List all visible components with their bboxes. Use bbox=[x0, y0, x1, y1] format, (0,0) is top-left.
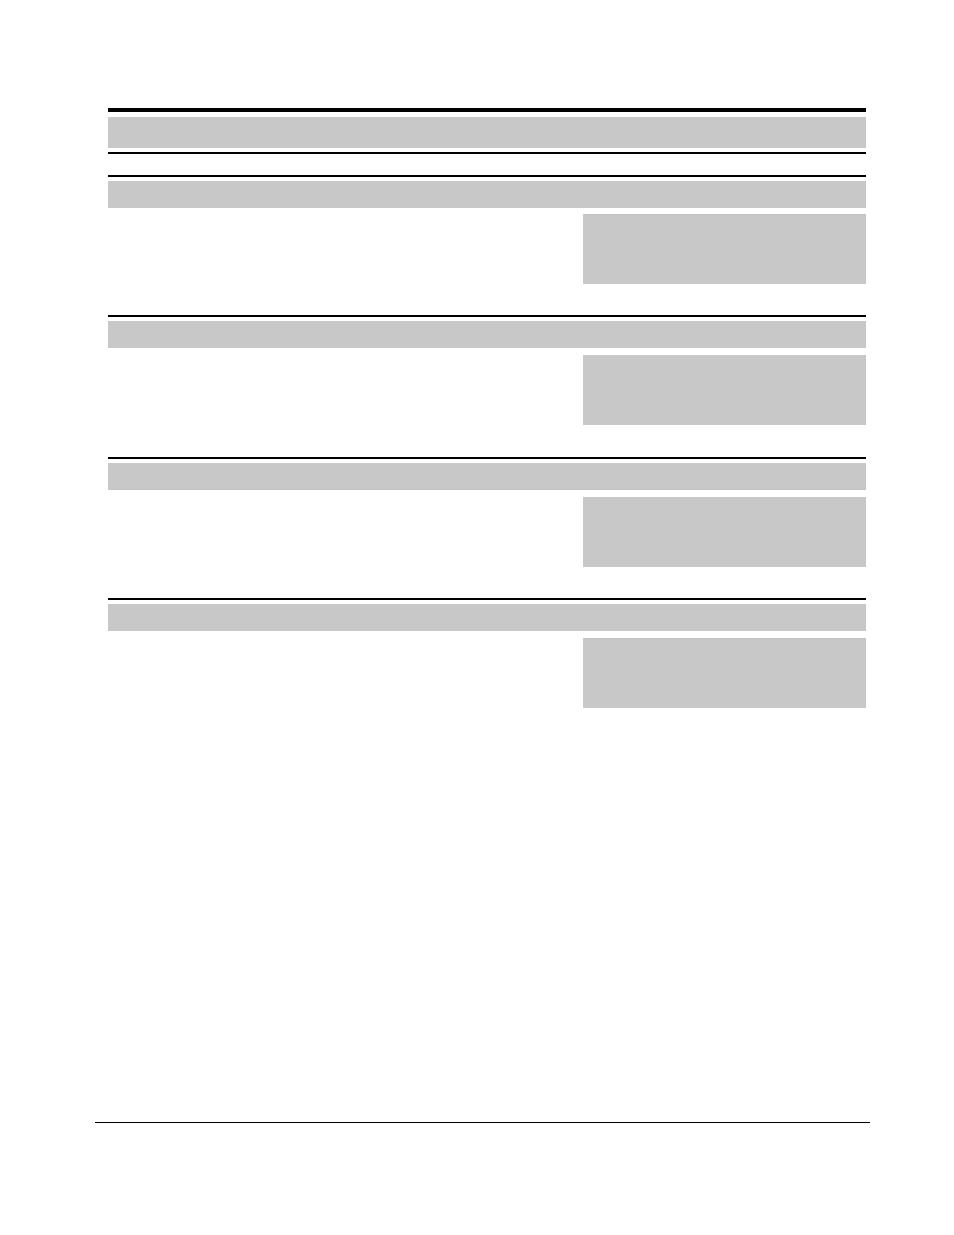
top-rule-thick bbox=[108, 108, 866, 112]
top-grey-strip bbox=[108, 117, 866, 148]
document-page bbox=[0, 0, 954, 1235]
section-side-box bbox=[583, 638, 866, 708]
section-side-box bbox=[583, 497, 866, 567]
section-side-box bbox=[583, 214, 866, 284]
section-rule bbox=[108, 175, 866, 177]
section-header-strip bbox=[108, 321, 866, 348]
top-rule-thin bbox=[108, 152, 866, 154]
section-header-strip bbox=[108, 604, 866, 631]
section-side-box bbox=[583, 355, 866, 425]
section-rule bbox=[108, 457, 866, 459]
section-rule bbox=[108, 598, 866, 600]
section-header-strip bbox=[108, 463, 866, 490]
section-rule bbox=[108, 315, 866, 317]
footer-rule bbox=[95, 1122, 870, 1123]
section-header-strip bbox=[108, 181, 866, 208]
